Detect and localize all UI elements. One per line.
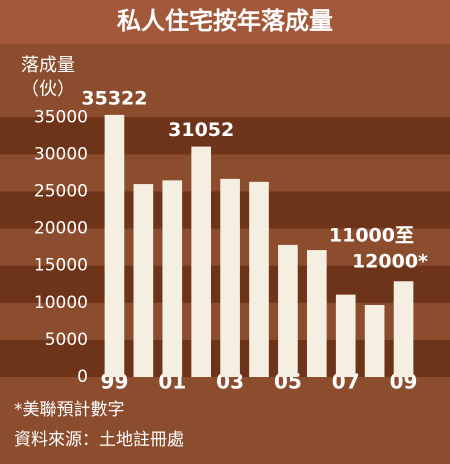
bar <box>393 281 414 377</box>
bar <box>133 184 154 377</box>
bar <box>335 294 356 377</box>
y-tick-label: 0 <box>77 367 88 387</box>
y-tick-label: 35000 <box>34 107 88 127</box>
y-tick-label: 10000 <box>34 293 88 313</box>
y-tick-label: 5000 <box>45 330 88 350</box>
footnote: 資料來源：土地註冊處 <box>14 430 184 450</box>
chart-title: 私人住宅按年落成量 <box>117 7 333 35</box>
footnote: *美聯預計數字 <box>14 400 125 420</box>
bar <box>104 114 125 377</box>
bar <box>162 180 183 377</box>
bar <box>278 244 298 377</box>
bar <box>306 250 327 377</box>
title-band <box>0 0 450 44</box>
data-label: 35322 <box>81 87 147 109</box>
bar <box>364 305 385 377</box>
y-tick-label: 20000 <box>34 219 88 239</box>
bar <box>191 146 212 377</box>
annotation: 12000* <box>352 251 428 273</box>
y-tick-label: 30000 <box>34 144 88 164</box>
y-tick-label: 25000 <box>34 181 88 201</box>
y-tick-label: 15000 <box>34 256 88 276</box>
annotation: 11000至 <box>329 225 414 247</box>
data-label: 31052 <box>168 119 234 141</box>
bar <box>220 178 240 377</box>
y-axis-label: 落成量 <box>21 55 75 76</box>
bar <box>249 181 269 377</box>
y-axis-label: （伙） <box>21 79 75 100</box>
grid-band <box>0 117 450 155</box>
